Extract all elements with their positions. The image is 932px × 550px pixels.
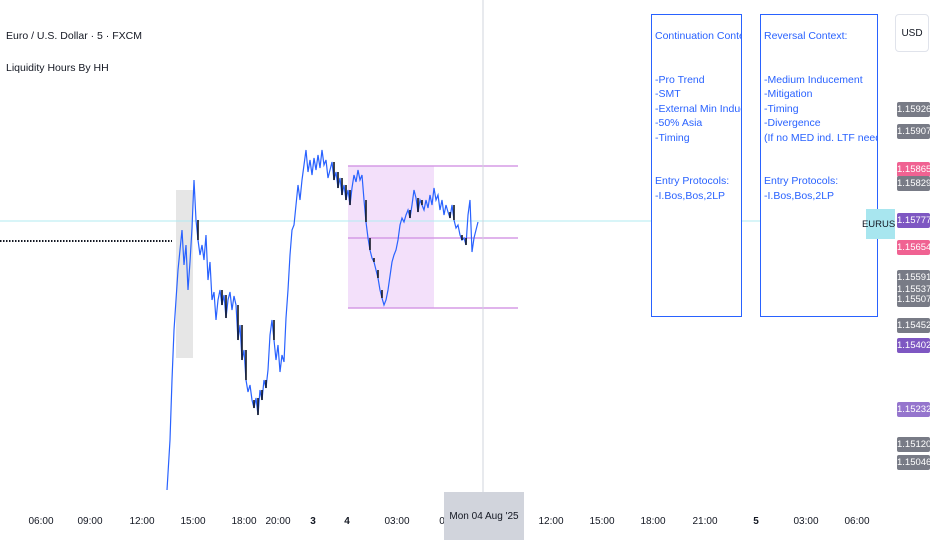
price-tag: 1.15120 <box>897 437 932 452</box>
reversal-context-box: Reversal Context: -Medium Inducement -Miti… <box>760 14 878 317</box>
reversal_box-line: Reversal Context: <box>764 30 848 42</box>
continuation_box-line: -External Min Inducement <box>655 102 741 115</box>
continuation_box-line <box>655 44 738 59</box>
continuation_box-line: -50% Asia <box>655 117 703 129</box>
price-tag: 1.15865 <box>897 162 932 177</box>
time-label: 0 <box>439 516 445 527</box>
time-label: 09:00 <box>77 516 103 527</box>
reversal_box-line: Entry Protocols: <box>764 175 839 187</box>
continuation_box-line: -SMT <box>655 88 681 100</box>
time-label: 06:00 <box>28 516 54 527</box>
time-label: 20:00 <box>265 516 291 527</box>
crosshair-time-label: Mon 04 Aug '25 <box>444 492 524 540</box>
time-label: 18:00 <box>640 516 666 527</box>
price-tag: 1.15829 <box>897 176 932 191</box>
time-label: 5 <box>753 516 759 527</box>
continuation_box-line <box>655 145 738 160</box>
time-label: 15:00 <box>589 516 615 527</box>
continuation-context-box: Continuation Context: -Pro Trend -SMT -Exte… <box>651 14 742 317</box>
price-tag: 1.15777 <box>897 213 932 228</box>
continuation_box-line <box>655 58 738 73</box>
reversal_box-line: -Mitigation <box>764 88 813 100</box>
continuation_box-line: Entry Protocols: <box>655 175 730 187</box>
liquidity-zone <box>348 166 434 308</box>
reversal_box-line <box>764 44 874 59</box>
session-highlight <box>176 190 193 358</box>
time-label: 12:00 <box>538 516 564 527</box>
price-tag: 1.15402 <box>897 338 932 353</box>
reversal_box-line: (If no MED ind. LTF needs Min Ic <box>764 131 877 144</box>
price-tag: 1.15046 <box>897 455 932 470</box>
price-chart[interactable] <box>0 0 895 495</box>
reversal_box-line: -Divergence <box>764 117 821 129</box>
symbol-title[interactable]: Euro / U.S. Dollar · 5 · FXCM <box>6 30 142 42</box>
price-tag: 1.15654 <box>897 240 932 255</box>
price-tag: 1.15926 <box>897 102 932 117</box>
price-tag: 1.15507 <box>897 292 932 307</box>
continuation_box-line: Continuation Context: <box>655 30 741 42</box>
price-line <box>166 149 479 491</box>
time-label: 06:00 <box>844 516 870 527</box>
time-label: 18:00 <box>231 516 257 527</box>
price-tag: 1.15907 <box>897 124 932 139</box>
continuation_box-line: -I.Bos,Bos,2LP <box>655 189 726 202</box>
time-label: 15:00 <box>180 516 206 527</box>
time-label: 12:00 <box>129 516 155 527</box>
symbol-price-tag: EURUSD <box>862 209 902 239</box>
continuation_box-line: -Pro Trend <box>655 73 705 86</box>
reversal_box-line <box>764 160 874 175</box>
reversal_box-line: -Medium Inducement <box>764 73 863 86</box>
reversal_box-line: -I.Bos,Bos,2LP <box>764 189 835 202</box>
price-tag: 1.15232 <box>897 402 932 417</box>
price-tag: 1.15452 <box>897 318 932 333</box>
price-tag: 1.15591 <box>897 270 932 285</box>
continuation_box-line <box>655 160 738 175</box>
time-label: 03:00 <box>793 516 819 527</box>
currency-button[interactable]: USD <box>895 14 929 52</box>
time-label: 03:00 <box>384 516 410 527</box>
time-label: 4 <box>344 516 350 527</box>
chart-area[interactable]: Euro / U.S. Dollar · 5 · FXCM Liquidity … <box>0 0 902 495</box>
time-label: 3 <box>310 516 316 527</box>
time-label: 21:00 <box>692 516 718 527</box>
continuation_box-line: -Timing <box>655 131 690 144</box>
reversal_box-line <box>764 58 874 73</box>
candle-series <box>166 149 479 491</box>
indicator-label[interactable]: Liquidity Hours By HH <box>6 62 109 74</box>
reversal_box-line: -Timing <box>764 102 799 115</box>
reversal_box-line <box>764 145 874 160</box>
